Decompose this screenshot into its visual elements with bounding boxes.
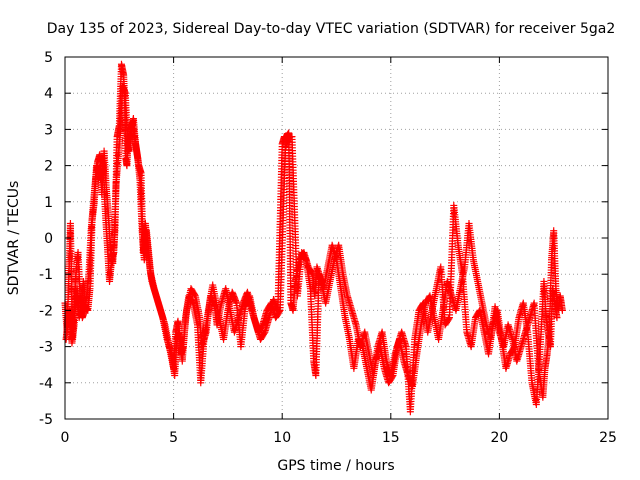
y-tick-label: 3 [44, 122, 53, 138]
y-tick-label: 4 [44, 86, 53, 102]
axis-ticks: 0 5 10 15 20 25 -5 -4 -3 -2 -1 0 1 2 3 4 5 [39, 50, 617, 446]
x-tick-label: 0 [61, 430, 70, 446]
y-tick-label: 0 [44, 231, 53, 247]
y-tick-label: 1 [44, 195, 53, 211]
data-point [191, 291, 199, 299]
y-axis-label: SDTVAR / TECUs [6, 181, 22, 296]
data-point [553, 314, 561, 322]
chart-title: Day 135 of 2023, Sidereal Day-to-day VTE… [47, 21, 616, 37]
y-tick-label: -5 [39, 412, 53, 428]
data-point [445, 315, 453, 323]
data-point [558, 306, 566, 314]
data-point [388, 373, 396, 381]
x-tick-label: 25 [599, 430, 617, 446]
x-tick-label: 5 [169, 430, 178, 446]
y-tick-label: 5 [44, 50, 53, 66]
x-axis-label: GPS time / hours [277, 458, 394, 474]
data-point [275, 308, 283, 316]
y-tick-label: -1 [39, 267, 53, 283]
y-tick-label: 2 [44, 159, 53, 175]
x-tick-label: 10 [273, 430, 291, 446]
y-tick-label: -2 [39, 303, 53, 319]
y-tick-label: -4 [39, 376, 53, 392]
data-point [358, 341, 366, 349]
x-tick-label: 15 [382, 430, 400, 446]
data-point [301, 255, 309, 263]
x-tick-label: 20 [490, 430, 508, 446]
data-point [188, 298, 196, 306]
data-point [510, 344, 518, 352]
y-tick-label: -3 [39, 340, 53, 356]
data-points [62, 61, 566, 416]
